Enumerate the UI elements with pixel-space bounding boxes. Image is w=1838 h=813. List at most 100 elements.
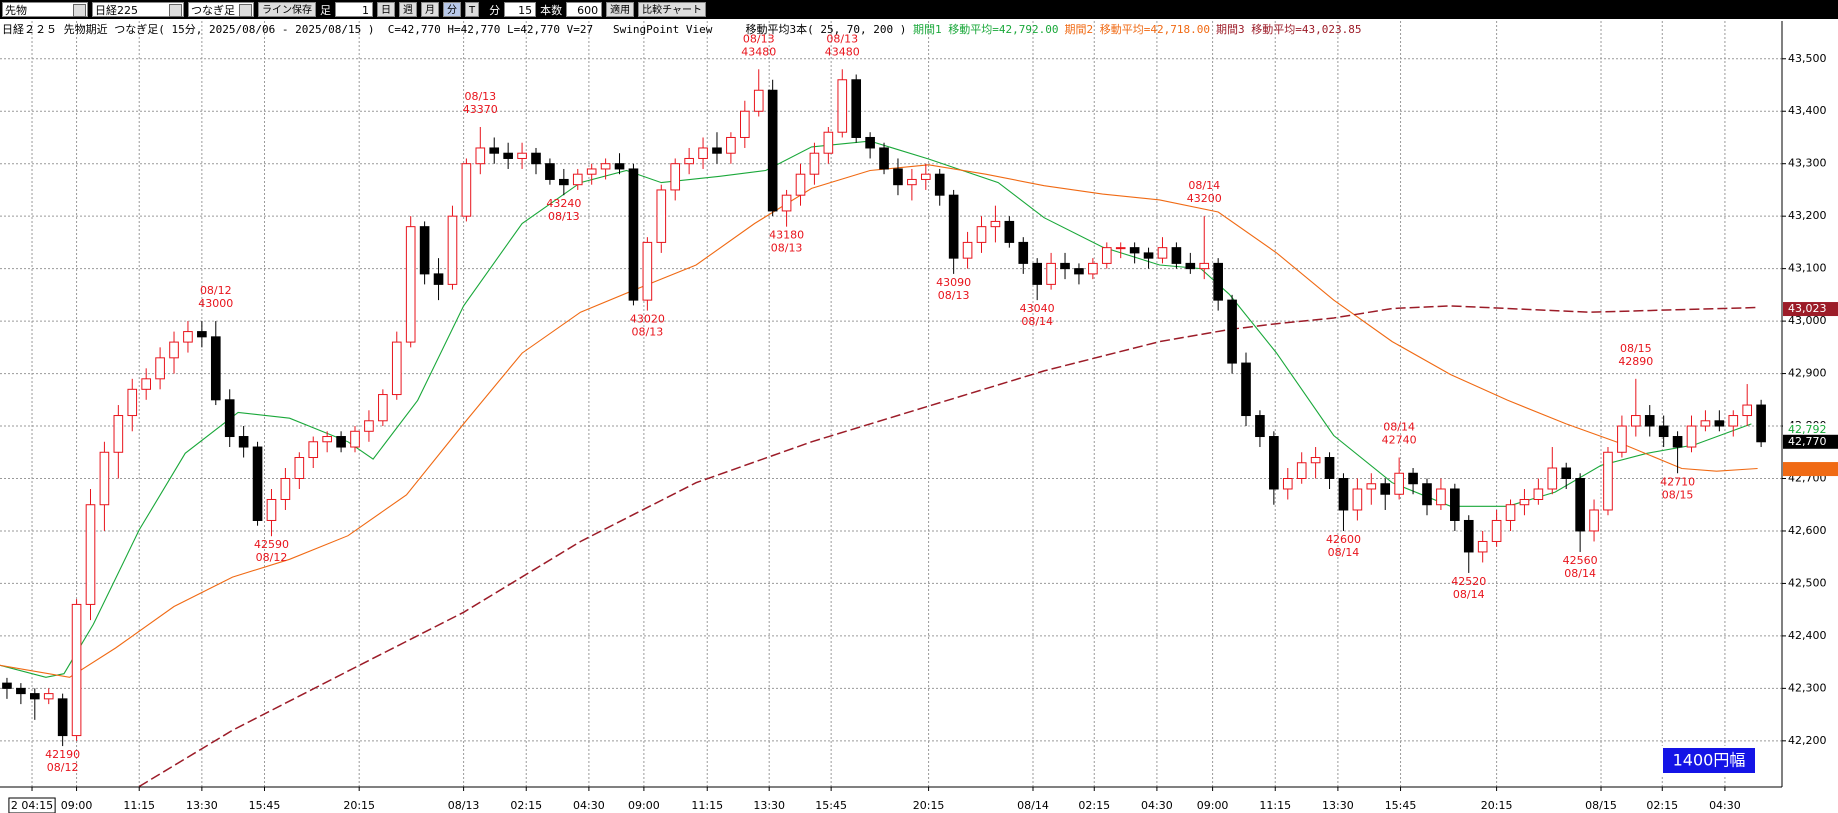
candle-body	[1477, 540, 1488, 553]
candle-body	[670, 163, 681, 191]
x-tick-label: 04:30	[1709, 799, 1741, 812]
candle-body	[489, 147, 500, 154]
x-tick-label: 20:15	[1481, 799, 1513, 812]
y-tick-label: 42,200	[1788, 734, 1827, 747]
candle-body	[753, 89, 764, 112]
swing-label: 43000	[198, 297, 233, 310]
candle-body	[1255, 415, 1265, 438]
ashi-input[interactable]: 1	[335, 2, 373, 17]
candle-body	[475, 147, 486, 165]
x-tick-label: 13:30	[186, 799, 218, 812]
price-tag	[1783, 462, 1838, 477]
x-tick-label: 11:15	[1259, 799, 1291, 812]
swing-label: 08/14	[1021, 315, 1053, 328]
ma-line	[0, 164, 1758, 678]
minute-button[interactable]: 分	[443, 2, 461, 17]
swing-label: 08/14	[1188, 179, 1220, 192]
candle-body	[545, 163, 555, 180]
candle-body	[238, 436, 249, 448]
swing-label: 08/15	[1662, 488, 1694, 501]
candle-body	[99, 451, 110, 506]
count-input[interactable]: 600	[566, 2, 603, 17]
candle-body	[141, 378, 151, 390]
month-button[interactable]: 月	[421, 2, 439, 17]
ashi-label: 足	[320, 3, 331, 17]
swing-label: 08/14	[1383, 421, 1415, 434]
day-button[interactable]: 日	[377, 2, 395, 17]
candle-body	[43, 693, 54, 700]
save-button[interactable]: ライン保存	[258, 2, 316, 17]
swing-label: 42520	[1451, 575, 1486, 588]
candle-body	[1282, 478, 1293, 490]
candle-body	[1380, 483, 1391, 495]
candle-body	[280, 478, 291, 500]
candle-body	[447, 215, 458, 285]
candle-body	[893, 168, 903, 186]
candle-body	[1241, 362, 1251, 417]
candle-body	[1519, 498, 1530, 506]
count-label: 本数	[540, 3, 563, 17]
x-tick-label: 11:15	[123, 799, 155, 812]
week-button[interactable]: 週	[399, 2, 417, 17]
apply-button[interactable]: 適用	[606, 2, 635, 17]
candle-body	[169, 341, 179, 359]
candle-body	[1088, 262, 1098, 275]
candle-body	[1143, 252, 1154, 259]
candle-body	[907, 178, 917, 186]
candle-body	[1296, 462, 1307, 480]
chart-title: 日経２２５ 先物期近 つなぎ足( 15分, 2025/08/06 - 2025/…	[2, 23, 375, 36]
ma-label: 期間3 移動平均=43,023.85	[1216, 23, 1362, 36]
candle-body	[614, 163, 625, 170]
candle-body	[1561, 467, 1572, 480]
swing-label: 43090	[936, 276, 971, 289]
y-tick-label: 43,200	[1788, 209, 1827, 222]
ma-label: 期間1 移動平均=42,792.00	[913, 23, 1059, 36]
candle-body	[1171, 247, 1182, 264]
swing-label: 43020	[630, 313, 665, 326]
candle-body	[461, 163, 472, 217]
swing-label: 42740	[1382, 434, 1417, 447]
swing-label: 42590	[254, 538, 289, 551]
ma-header: 移動平均3本( 25, 70, 200 )	[745, 23, 907, 36]
minute-input[interactable]: 15	[504, 2, 537, 17]
candle-body	[823, 131, 834, 154]
candle-body	[71, 603, 82, 737]
candle-body	[1714, 420, 1725, 427]
candle-body	[336, 436, 346, 448]
candle-body	[1060, 262, 1070, 270]
candle-body	[155, 357, 165, 380]
y-tick-label: 43,300	[1788, 157, 1827, 170]
candle-body	[1366, 483, 1377, 490]
candle-body	[378, 394, 388, 422]
compare-button[interactable]: 比較チャート	[638, 2, 707, 17]
swing-label: 43480	[741, 45, 776, 58]
swing-label: 43040	[1020, 302, 1055, 315]
candle-body	[517, 152, 527, 159]
candle-body	[1505, 504, 1516, 521]
x-tick-box	[8, 797, 56, 813]
candle-body	[1018, 241, 1029, 264]
candle-body	[252, 446, 263, 521]
market-select[interactable]: 先物	[2, 2, 88, 17]
price-tag	[1783, 423, 1838, 438]
candle-body	[1603, 451, 1613, 511]
candle-body	[1352, 488, 1363, 511]
tick-button[interactable]: T	[465, 2, 480, 17]
candle-body	[1422, 483, 1432, 506]
candle-body	[767, 89, 778, 212]
candle-body	[224, 399, 235, 438]
candle-body	[1101, 247, 1112, 264]
candle-body	[726, 136, 736, 154]
candle-body	[962, 241, 973, 259]
candle-body	[1617, 425, 1627, 453]
candle-body	[948, 194, 959, 259]
candle-body	[698, 147, 708, 159]
index-select[interactable]: 日経225	[92, 2, 184, 17]
candle-body	[433, 273, 444, 285]
candle-body	[1672, 436, 1683, 448]
candle-body	[531, 152, 541, 165]
candle-body	[865, 136, 875, 149]
candle-body	[57, 698, 68, 737]
x-tick-label: 20:15	[343, 799, 375, 812]
kind-select[interactable]: つなぎ足	[188, 2, 254, 17]
